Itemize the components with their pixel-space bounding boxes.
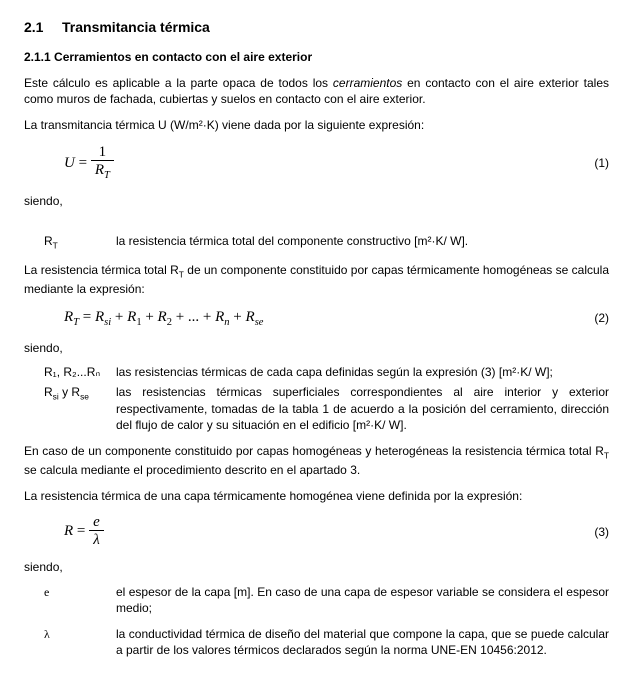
siendo-2: siendo, [24,340,609,356]
equation-2-number: (2) [569,310,609,326]
def-desc-e: el espesor de la capa [m]. En caso de un… [116,584,609,616]
paragraph-RT-intro: La resistencia térmica total RT de un co… [24,262,609,297]
def-term-e: e [44,584,116,616]
heading-2: 2.1Transmitancia térmica [24,18,609,37]
definition-list-3: e el espesor de la capa [m]. En caso de … [44,584,609,659]
def-desc-R1Rn: las resistencias térmicas de cada capa d… [116,364,609,380]
equation-2: RT = Rsi + R1 + R2 + ... + Rn + Rse (2) [24,307,609,330]
def-desc-RsiRse: las resistencias térmicas superficiales … [116,384,609,433]
paragraph-intro: Este cálculo es aplicable a la parte opa… [24,75,609,107]
heading-3-num: 2.1.1 [24,50,51,64]
paragraph-u-def: La transmitancia térmica U (W/m²·K) vien… [24,117,609,133]
paragraph-heterog: En caso de un componente constituido por… [24,443,609,478]
equation-1-number: (1) [569,155,609,171]
def-term-R1Rn: R₁, R₂...Rₙ [44,364,116,380]
def-term-lambda: λ [44,626,116,658]
heading-2-num: 2.1 [24,18,62,37]
equation-3: R = eλ (3) [24,514,609,550]
equation-3-number: (3) [569,524,609,540]
def-term-RT: RT [44,233,116,252]
heading-2-title: Transmitancia térmica [62,19,210,35]
definition-list-1: RT la resistencia térmica total del comp… [44,233,609,252]
definition-list-2: R₁, R₂...Rₙ las resistencias térmicas de… [44,364,609,433]
equation-1: U = 1RT (1) [24,144,609,183]
heading-3: 2.1.1 Cerramientos en contacto con el ai… [24,49,609,65]
heading-3-title: Cerramientos en contacto con el aire ext… [54,50,312,64]
siendo-3: siendo, [24,559,609,575]
def-desc-lambda: la conductividad térmica de diseño del m… [116,626,609,658]
def-term-RsiRse: Rsi y Rse [44,384,116,433]
siendo-1: siendo, [24,193,609,209]
def-desc-RT: la resistencia térmica total del compone… [116,233,609,252]
paragraph-R-layer: La resistencia térmica de una capa térmi… [24,488,609,504]
